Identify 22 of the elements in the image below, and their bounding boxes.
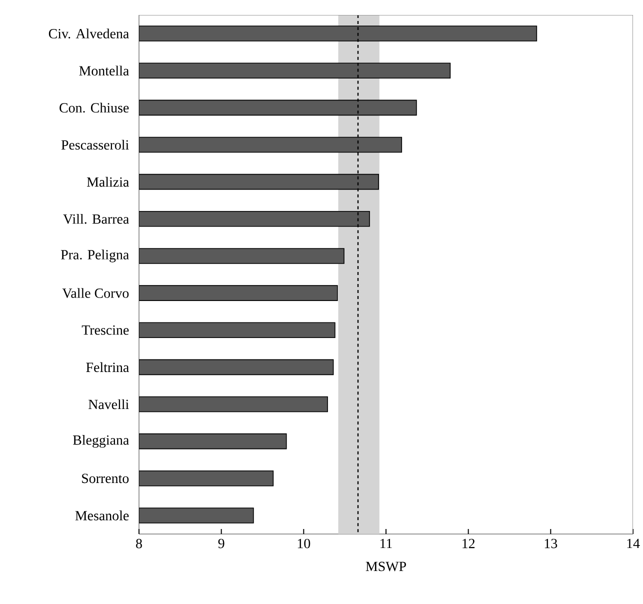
y-tick-label: Civ. Alvedena [48, 28, 129, 38]
y-tick-label: Valle Corvo [62, 288, 129, 298]
x-tick-label: 10 [298, 538, 310, 548]
x-axis-title: MSWP [366, 562, 406, 572]
y-tick-label: Con. Chiuse [60, 102, 129, 113]
y-tick-label: Feltrina [86, 362, 129, 372]
x-tick-label: 9 [218, 538, 224, 548]
x-tick-label: 12 [462, 538, 475, 548]
y-tick-label: Montella [79, 66, 129, 76]
x-tick-label: 8 [136, 538, 142, 548]
x-tick-label: 13 [544, 538, 558, 548]
y-tick-label: Pra. Peligna [60, 250, 129, 262]
x-tick-label: 14 [627, 538, 640, 548]
x-tick-label: 11 [380, 538, 392, 548]
y-tick-label: Bleggiana [73, 434, 129, 448]
y-tick-label: Vill. Barrea [63, 214, 129, 224]
y-tick-label: Navelli [88, 399, 129, 410]
y-tick-label: Trescine [82, 325, 129, 335]
y-tick-label: Pescasseroli [61, 140, 129, 150]
y-tick-label: Malizia [86, 176, 129, 187]
y-tick-label: Sorrento [82, 474, 129, 484]
y-tick-label: Mesanole [75, 510, 129, 520]
